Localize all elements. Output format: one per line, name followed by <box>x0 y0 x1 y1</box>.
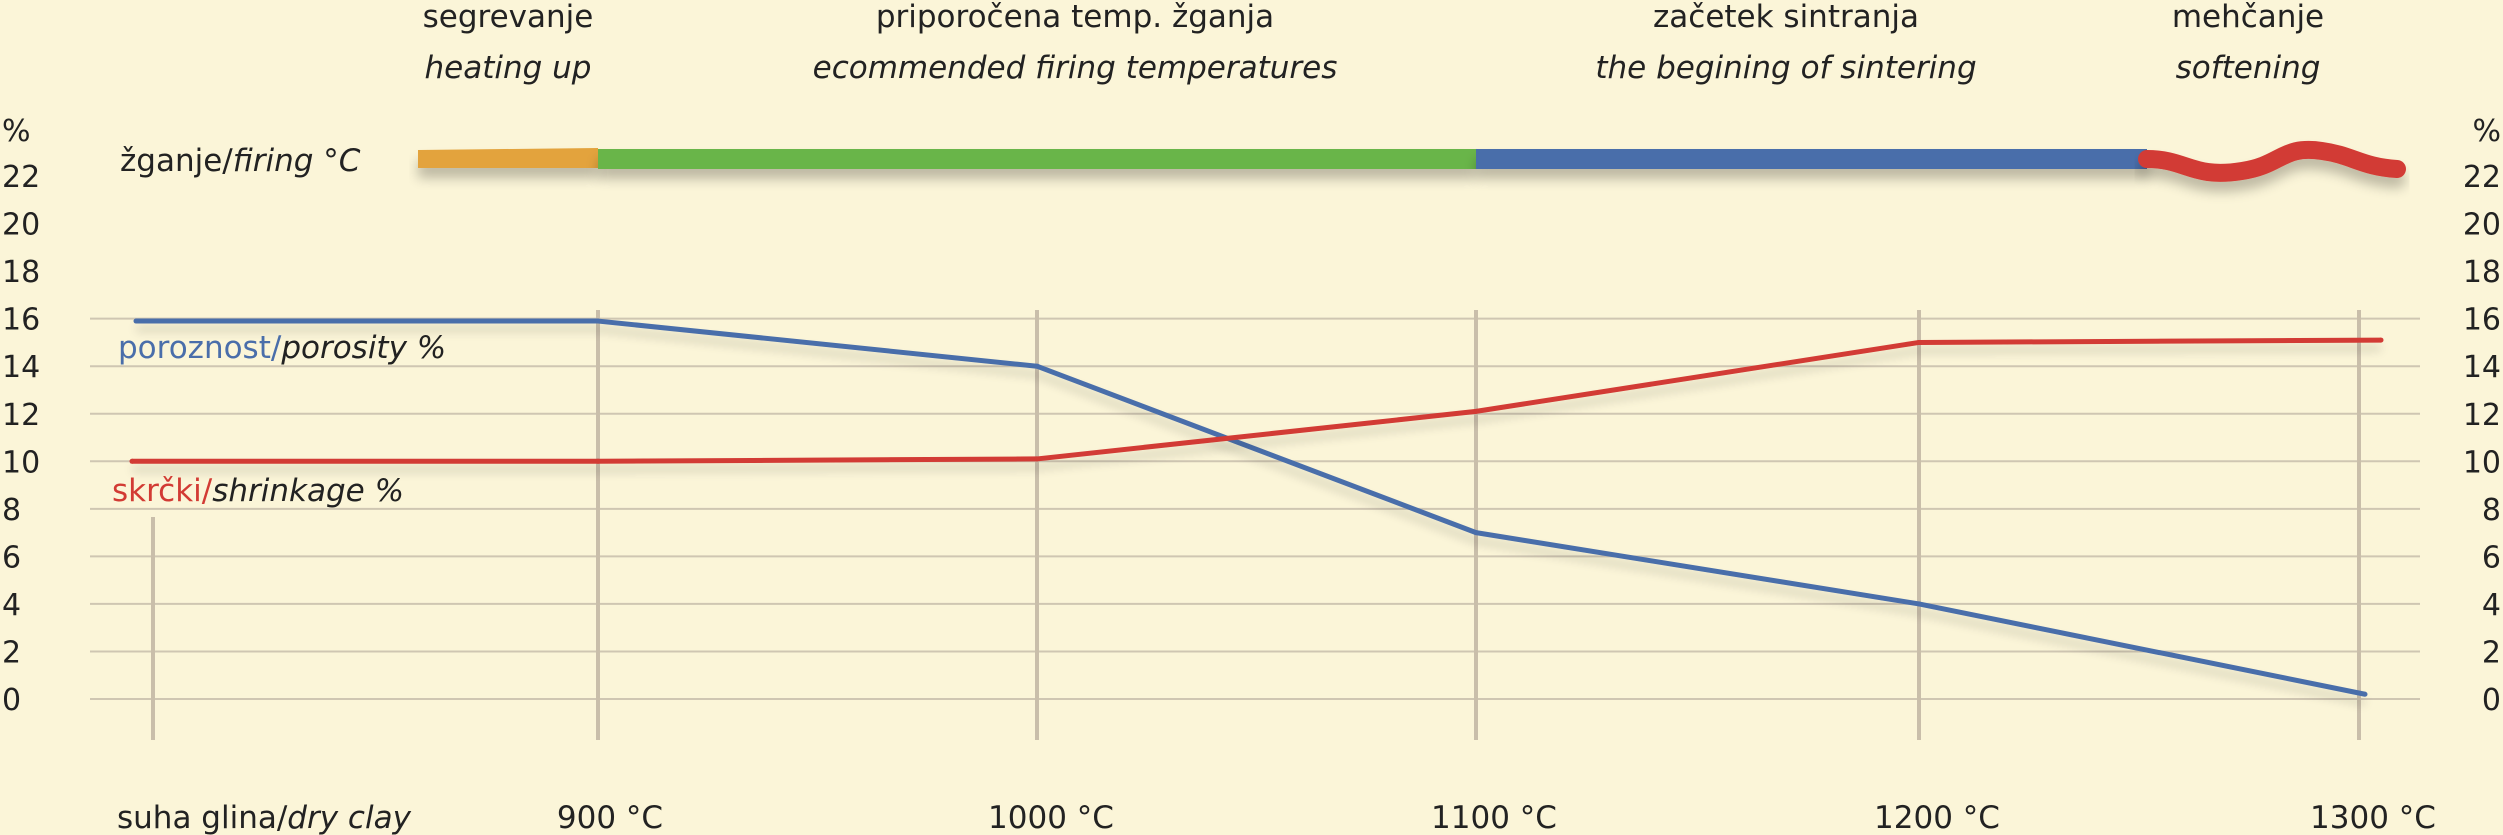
data-point-s0-2 <box>1034 363 1040 369</box>
data-point-s1-1 <box>595 458 601 464</box>
firing-segment-title-2: začetek sintranja <box>1653 0 1919 35</box>
y-tick-left-4: 4 <box>2 588 21 623</box>
data-point-s1-3 <box>1473 408 1479 414</box>
y-tick-left-2: 2 <box>2 635 21 670</box>
y-tick-left-6: 6 <box>2 540 21 575</box>
y-tick-right-2: 2 <box>2482 635 2501 670</box>
y-tick-left-20: 20 <box>2 208 40 243</box>
y-tick-left-16: 16 <box>2 303 40 338</box>
y-axis-right: % 0 2 4 6 8 10 12 14 16 18 20 22 <box>2463 114 2501 718</box>
firing-segment-subtitle-1: ecommended firing temperatures <box>813 50 1338 86</box>
y-tick-right-6: 6 <box>2482 540 2501 575</box>
data-point-s1-5 <box>2378 337 2384 343</box>
series-label-shrinkage: skrčki/shrinkage % <box>112 473 404 509</box>
y-tick-right-16: 16 <box>2463 303 2501 338</box>
x-axis: suha glina/dry clay 900 °C 1000 °C 1100 °C 1… <box>117 800 2436 835</box>
y-tick-right-14: 14 <box>2463 350 2501 385</box>
y-tick-right-12: 12 <box>2463 398 2501 433</box>
firing-segment-subtitle-2: the begining of sintering <box>1595 50 1976 86</box>
data-point-s0-4 <box>1916 601 1922 607</box>
firing-segment-title-3: mehčanje <box>2172 0 2324 35</box>
firing-segment-subtitle-0: heating up <box>425 50 592 86</box>
data-point-s1-2 <box>1034 456 1040 462</box>
y-unit-label-right: % <box>2472 114 2501 149</box>
y-tick-right-0: 0 <box>2482 683 2501 718</box>
x-tick-label-3: 1100 °C <box>1431 800 1557 835</box>
x-tick-label-1: 900 °C <box>557 800 663 835</box>
firing-bar-label: žganje/firing °C <box>120 143 361 179</box>
y-tick-left-18: 18 <box>2 255 40 290</box>
x-tick-label-2: 1000 °C <box>988 800 1114 835</box>
y-axis-left: % 0 2 4 6 8 10 12 14 16 18 20 22 <box>2 114 40 718</box>
series-lines: poroznost/porosity % skrčki/shrinkage % <box>112 318 2384 697</box>
y-tick-right-20: 20 <box>2463 208 2501 243</box>
y-tick-left-12: 12 <box>2 398 40 433</box>
series-line-0 <box>136 318 2366 697</box>
y-tick-right-8: 8 <box>2482 493 2501 528</box>
y-tick-right-10: 10 <box>2463 445 2501 480</box>
firing-segment-0 <box>418 148 598 168</box>
grid <box>90 310 2420 740</box>
y-tick-right-18: 18 <box>2463 255 2501 290</box>
data-point-s0-3 <box>1473 530 1479 536</box>
y-tick-left-14: 14 <box>2 350 40 385</box>
data-point-s0-0 <box>133 318 139 324</box>
y-tick-left-10: 10 <box>2 445 40 480</box>
y-tick-left-0: 0 <box>2 683 21 718</box>
x-tick-label-5: 1300 °C <box>2310 800 2436 835</box>
y-tick-left-8: 8 <box>2 493 21 528</box>
y-tick-left-22: 22 <box>2 160 40 195</box>
firing-segment-title-1: priporočena temp. žganja <box>876 0 1274 35</box>
series-label-porosity: poroznost/porosity % <box>118 330 446 366</box>
x-tick-label-4: 1200 °C <box>1874 800 2000 835</box>
y-tick-right-4: 4 <box>2482 588 2501 623</box>
data-point-s0-1 <box>595 318 601 324</box>
data-point-s1-4 <box>1916 339 1922 345</box>
data-point-s0-5 <box>2362 691 2368 697</box>
firing-segment-2 <box>1476 149 2147 169</box>
firing-segment-subtitle-3: softening <box>2176 50 2321 86</box>
firing-segment-title-0: segrevanje <box>423 0 594 35</box>
series-line-1 <box>132 337 2382 464</box>
firing-segment-3 <box>2138 140 2406 182</box>
data-point-s1-0 <box>129 458 135 464</box>
firing-segment-1 <box>598 149 1476 169</box>
y-unit-label-left: % <box>2 114 31 149</box>
firing-bar: žganje/firing °C segrevanje heating up prip… <box>120 0 2406 182</box>
y-tick-right-22: 22 <box>2463 160 2501 195</box>
x-tick-label-0: suha glina/dry clay <box>117 800 412 835</box>
